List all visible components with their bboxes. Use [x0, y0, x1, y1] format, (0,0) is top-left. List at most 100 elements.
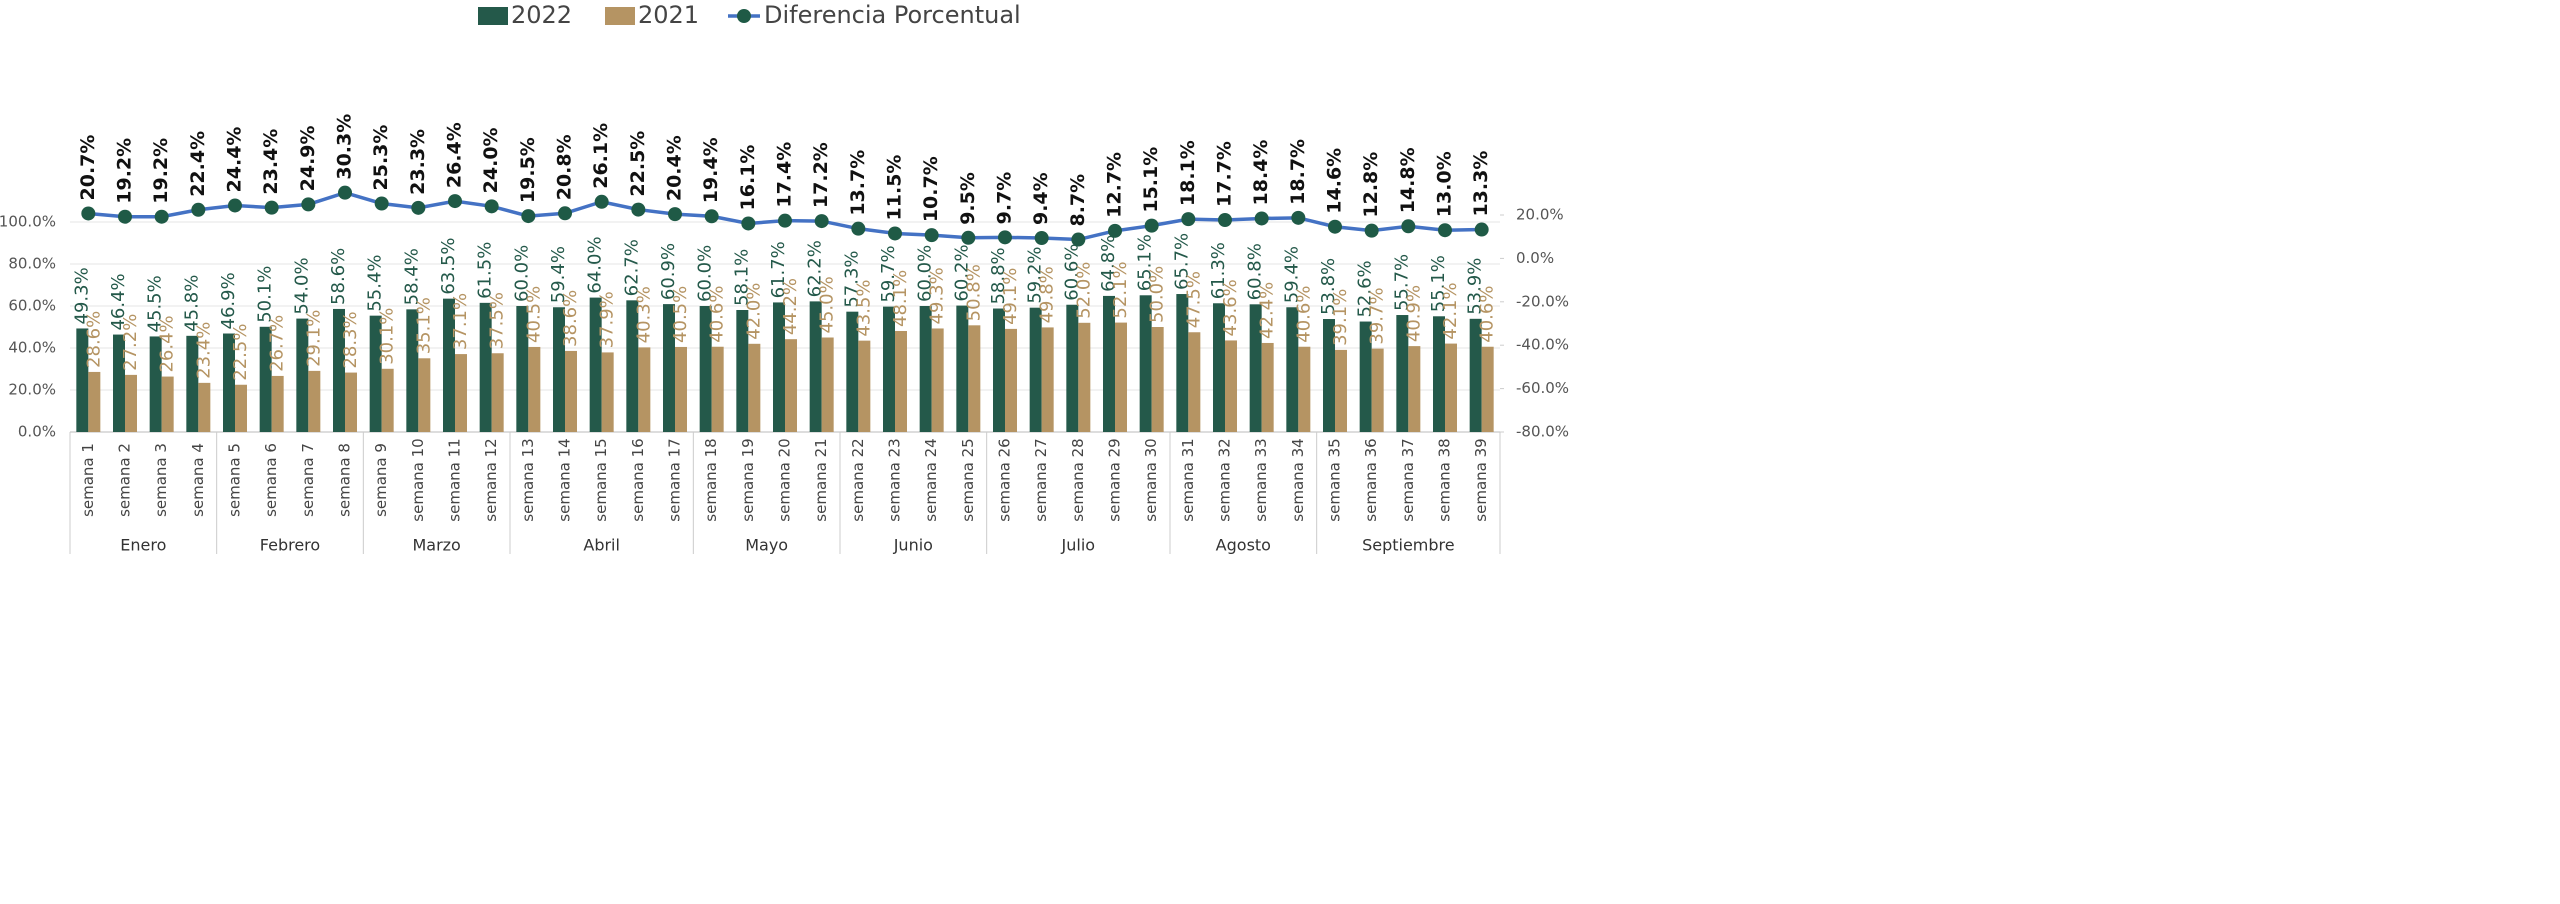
bar — [88, 372, 100, 432]
data-label: 19.4% — [700, 137, 722, 203]
data-label: 26.7% — [267, 315, 288, 372]
x-tick-label: semana 39 — [1472, 438, 1490, 521]
x-tick-label: semana 26 — [996, 438, 1014, 521]
x-tick-label: semana 27 — [1032, 438, 1050, 521]
line-marker — [1181, 212, 1195, 226]
bar — [1066, 305, 1078, 432]
x-tick-label: semana 12 — [482, 438, 500, 521]
month-label: Enero — [120, 536, 166, 555]
line-marker — [338, 186, 352, 200]
line-marker — [155, 210, 169, 224]
legend-label: 2022 — [511, 1, 572, 29]
data-label: 26.4% — [444, 122, 466, 188]
data-label: 49.8% — [1037, 266, 1058, 323]
data-label: 35.1% — [413, 297, 434, 354]
legend-marker — [737, 9, 751, 23]
x-tick-label: semana 35 — [1326, 438, 1344, 521]
month-label: Febrero — [260, 536, 320, 555]
data-label: 63.5% — [438, 237, 459, 294]
x-tick-label: semana 36 — [1362, 438, 1380, 521]
data-label: 22.5% — [627, 131, 649, 197]
x-tick-label: semana 7 — [299, 443, 317, 517]
data-label: 37.9% — [597, 291, 618, 348]
data-label: 40.5% — [523, 286, 544, 343]
bar — [1408, 346, 1420, 432]
line-marker — [1255, 211, 1269, 225]
bar — [956, 306, 968, 432]
month-label: Junio — [893, 536, 933, 555]
bar — [822, 338, 834, 433]
x-tick-label: semana 13 — [519, 438, 537, 521]
data-label: 10.7% — [920, 156, 942, 222]
data-label: 20.8% — [554, 134, 576, 200]
data-label: 22.5% — [230, 324, 251, 381]
line-marker — [1145, 219, 1159, 233]
x-tick-label: semana 34 — [1289, 438, 1307, 521]
data-label: 40.6% — [1477, 286, 1498, 343]
x-tick-label: semana 8 — [336, 443, 354, 517]
line-marker — [815, 214, 829, 228]
data-label: 50.8% — [963, 264, 984, 321]
data-label: 43.5% — [853, 279, 874, 336]
bar — [858, 341, 870, 432]
bar — [198, 383, 210, 432]
line-marker — [1291, 211, 1305, 225]
line-marker — [301, 197, 315, 211]
y-tick-label: 40.0% — [8, 339, 56, 357]
bar — [345, 373, 357, 432]
line-marker — [961, 231, 975, 245]
data-label: 23.3% — [407, 129, 429, 195]
x-tick-label: semana 37 — [1399, 438, 1417, 521]
data-label: 23.4% — [260, 129, 282, 195]
y2-tick-label: -60.0% — [1516, 379, 1569, 397]
data-label: 16.1% — [737, 145, 759, 211]
data-label: 38.6% — [560, 290, 581, 347]
line-marker — [1035, 231, 1049, 245]
data-label: 48.1% — [890, 270, 911, 327]
y-tick-label: 60.0% — [8, 297, 56, 315]
data-label: 8.7% — [1067, 174, 1089, 227]
data-label: 23.4% — [193, 322, 214, 379]
line-marker — [81, 206, 95, 220]
data-label: 20.7% — [77, 135, 99, 201]
bar — [1030, 308, 1042, 432]
data-label: 39.7% — [1367, 287, 1388, 344]
data-label: 13.3% — [1470, 151, 1492, 217]
x-tick-label: semana 4 — [189, 443, 207, 517]
data-label: 27.2% — [120, 314, 141, 371]
data-label: 55.4% — [365, 254, 386, 311]
data-label: 17.7% — [1214, 141, 1236, 207]
bar — [125, 375, 137, 432]
bar — [895, 331, 907, 432]
y-tick-label: 80.0% — [8, 255, 56, 273]
data-label: 40.6% — [707, 286, 728, 343]
line-marker — [1475, 223, 1489, 237]
data-label: 40.5% — [670, 286, 691, 343]
data-label: 17.4% — [774, 142, 796, 208]
bar — [565, 351, 577, 432]
y2-tick-label: -80.0% — [1516, 423, 1569, 441]
line-marker — [411, 201, 425, 215]
line-marker — [1108, 224, 1122, 238]
x-tick-label: semana 5 — [226, 443, 244, 517]
line-marker — [118, 210, 132, 224]
data-label: 14.8% — [1397, 147, 1419, 213]
data-label: 22.4% — [187, 131, 209, 197]
data-label: 9.4% — [1030, 172, 1052, 225]
line-marker — [1365, 224, 1379, 238]
line-marker — [558, 206, 572, 220]
bar — [162, 377, 174, 432]
bar — [1152, 327, 1164, 432]
data-label: 49.3% — [927, 267, 948, 324]
data-label: 12.8% — [1360, 152, 1382, 218]
data-label: 24.9% — [297, 125, 319, 191]
bar — [1005, 329, 1017, 432]
x-tick-label: semana 33 — [1252, 438, 1270, 521]
line-marker — [851, 222, 865, 236]
x-tick-label: semana 1 — [79, 443, 97, 517]
data-label: 46.9% — [218, 272, 239, 329]
bar — [993, 309, 1005, 432]
data-label: 30.1% — [377, 308, 398, 365]
bar — [418, 358, 430, 432]
data-label: 19.2% — [150, 138, 172, 204]
